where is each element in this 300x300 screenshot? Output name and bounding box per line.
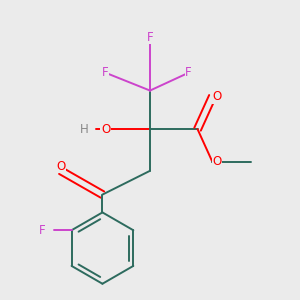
Text: H: H bbox=[80, 123, 89, 136]
Text: F: F bbox=[102, 66, 109, 79]
Text: O: O bbox=[212, 90, 221, 103]
Text: F: F bbox=[185, 66, 192, 79]
Text: F: F bbox=[38, 224, 45, 237]
Text: O: O bbox=[56, 160, 65, 173]
Text: F: F bbox=[147, 31, 153, 44]
Text: O: O bbox=[101, 123, 110, 136]
Text: O: O bbox=[212, 155, 221, 168]
